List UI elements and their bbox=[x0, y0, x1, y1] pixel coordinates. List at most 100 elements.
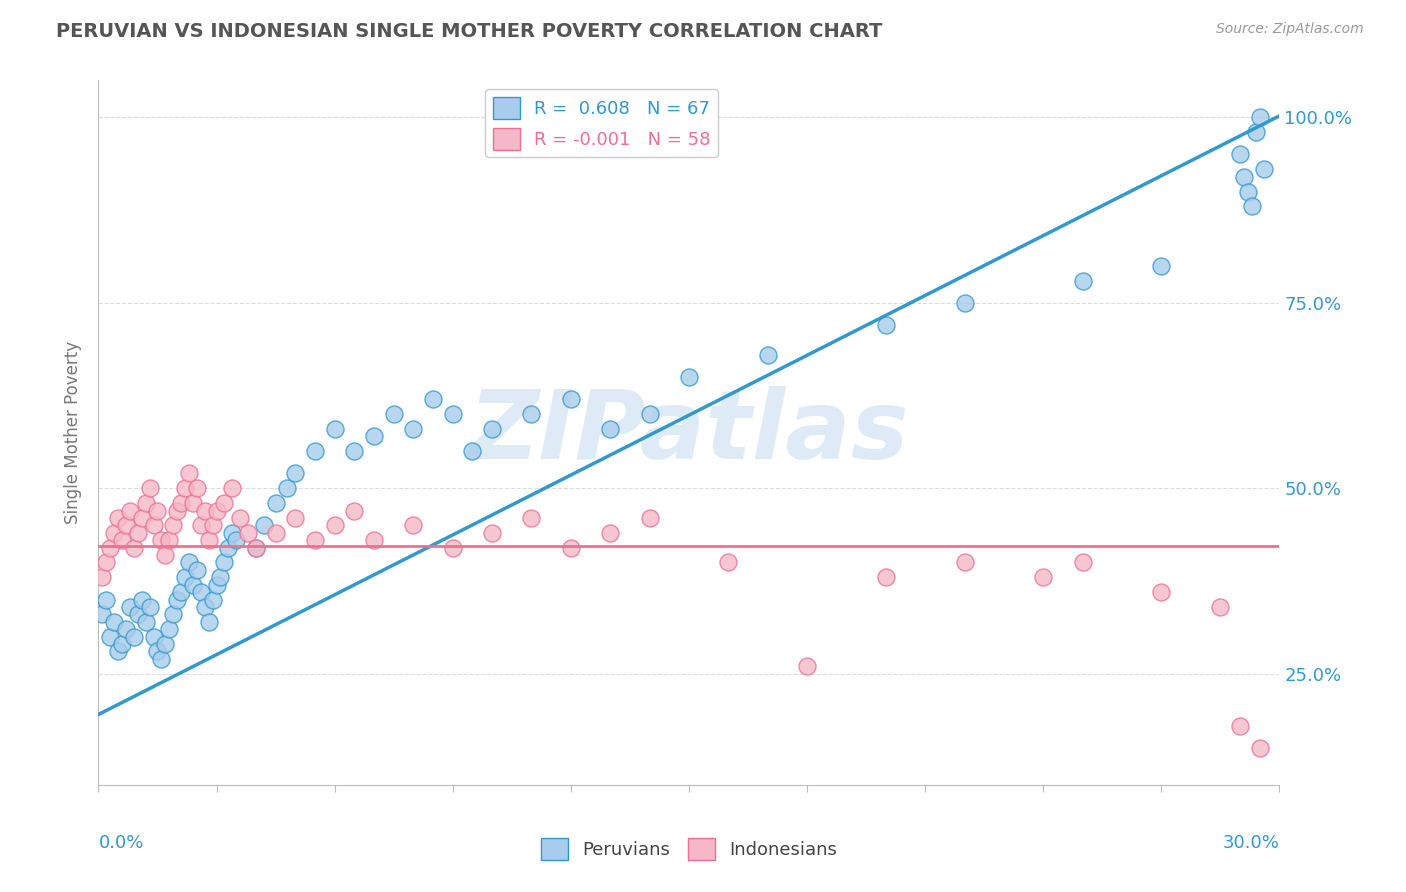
Point bbox=[284, 511, 307, 525]
Point bbox=[236, 525, 259, 540]
Point bbox=[111, 637, 134, 651]
Point bbox=[201, 518, 224, 533]
Point bbox=[1229, 147, 1251, 161]
Point bbox=[166, 592, 188, 607]
Point bbox=[422, 392, 444, 407]
Point bbox=[197, 615, 219, 629]
Point bbox=[118, 503, 141, 517]
Point bbox=[717, 556, 740, 570]
Point bbox=[217, 541, 239, 555]
Point bbox=[91, 607, 114, 622]
Point bbox=[441, 407, 464, 421]
Point bbox=[127, 607, 149, 622]
Point bbox=[560, 392, 582, 407]
Point bbox=[170, 585, 193, 599]
Point bbox=[155, 548, 177, 562]
Point bbox=[225, 533, 247, 548]
Point bbox=[1071, 556, 1094, 570]
Point bbox=[304, 444, 326, 458]
Point bbox=[91, 570, 114, 584]
Y-axis label: Single Mother Poverty: Single Mother Poverty bbox=[65, 341, 83, 524]
Point bbox=[1249, 111, 1271, 125]
Point bbox=[461, 444, 484, 458]
Point bbox=[157, 533, 180, 548]
Point bbox=[214, 496, 236, 510]
Point bbox=[209, 570, 232, 584]
Point bbox=[1244, 125, 1267, 139]
Point bbox=[197, 533, 219, 548]
Point bbox=[190, 585, 212, 599]
Point bbox=[118, 599, 141, 614]
Point bbox=[205, 577, 228, 591]
Point bbox=[177, 467, 200, 481]
Point bbox=[875, 570, 897, 584]
Point bbox=[201, 592, 224, 607]
Point bbox=[146, 644, 169, 658]
Point bbox=[174, 570, 197, 584]
Point bbox=[142, 630, 165, 644]
Point bbox=[323, 422, 346, 436]
Point bbox=[276, 481, 298, 495]
Point bbox=[138, 481, 160, 495]
Point bbox=[155, 637, 177, 651]
Point bbox=[131, 592, 153, 607]
Point bbox=[1032, 570, 1054, 584]
Text: ZIPatlas: ZIPatlas bbox=[468, 386, 910, 479]
Point bbox=[170, 496, 193, 510]
Point bbox=[107, 644, 129, 658]
Point bbox=[245, 541, 267, 555]
Point bbox=[142, 518, 165, 533]
Point bbox=[1150, 259, 1173, 273]
Point bbox=[441, 541, 464, 555]
Point bbox=[181, 577, 204, 591]
Point bbox=[229, 511, 252, 525]
Legend: Peruvians, Indonesians: Peruvians, Indonesians bbox=[533, 831, 845, 868]
Point bbox=[1209, 599, 1232, 614]
Point bbox=[304, 533, 326, 548]
Point bbox=[190, 518, 212, 533]
Point bbox=[1071, 274, 1094, 288]
Point bbox=[284, 467, 307, 481]
Point bbox=[363, 533, 385, 548]
Point bbox=[174, 481, 197, 495]
Point bbox=[638, 511, 661, 525]
Point bbox=[221, 481, 243, 495]
Point bbox=[194, 599, 217, 614]
Point bbox=[181, 496, 204, 510]
Point bbox=[122, 630, 145, 644]
Point bbox=[1253, 162, 1275, 177]
Point bbox=[115, 518, 138, 533]
Point bbox=[96, 556, 118, 570]
Point bbox=[135, 496, 157, 510]
Point bbox=[520, 511, 543, 525]
Point bbox=[678, 370, 700, 384]
Point bbox=[157, 622, 180, 636]
Point bbox=[98, 541, 121, 555]
Point bbox=[162, 607, 184, 622]
Point bbox=[253, 518, 276, 533]
Point bbox=[481, 525, 503, 540]
Point bbox=[205, 503, 228, 517]
Point bbox=[599, 422, 621, 436]
Point bbox=[115, 622, 138, 636]
Point bbox=[1237, 185, 1260, 199]
Point bbox=[756, 348, 779, 362]
Point bbox=[402, 422, 425, 436]
Point bbox=[1240, 199, 1263, 213]
Point bbox=[107, 511, 129, 525]
Point bbox=[382, 407, 405, 421]
Point bbox=[146, 503, 169, 517]
Point bbox=[186, 563, 208, 577]
Point bbox=[150, 533, 173, 548]
Point bbox=[953, 556, 976, 570]
Point bbox=[363, 429, 385, 443]
Point bbox=[127, 525, 149, 540]
Text: 0.0%: 0.0% bbox=[98, 834, 143, 852]
Point bbox=[131, 511, 153, 525]
Point bbox=[264, 525, 287, 540]
Point bbox=[1229, 718, 1251, 732]
Text: PERUVIAN VS INDONESIAN SINGLE MOTHER POVERTY CORRELATION CHART: PERUVIAN VS INDONESIAN SINGLE MOTHER POV… bbox=[56, 22, 883, 41]
Point bbox=[103, 615, 125, 629]
Point bbox=[638, 407, 661, 421]
Point bbox=[214, 556, 236, 570]
